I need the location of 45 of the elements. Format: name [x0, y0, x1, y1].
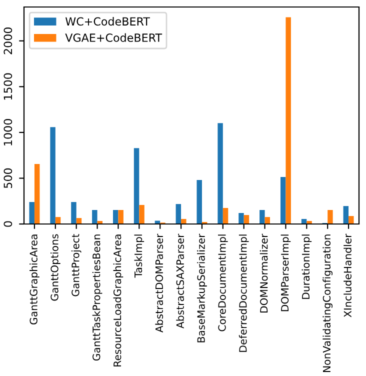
- bar: [218, 123, 223, 224]
- bar: [196, 180, 202, 224]
- x-tick-label: DOMNormalizer: [260, 234, 268, 312]
- x-tick-label: CoreDocumentImpl: [218, 234, 228, 332]
- x-tick-label: GanttGraphicArea: [30, 234, 40, 324]
- y-tick-label: 1500: [4, 73, 12, 100]
- bar: [348, 216, 354, 224]
- bar: [222, 208, 228, 224]
- bar: [328, 210, 333, 224]
- x-tick-label: AbstractDOMParser: [155, 234, 164, 332]
- bar: [29, 202, 34, 224]
- bar: [92, 210, 98, 224]
- x-tick-label: AbstractSAXParser: [176, 234, 184, 328]
- bar: [50, 127, 56, 224]
- x-tick-label: TaskImpl: [134, 234, 144, 278]
- bar: [139, 204, 144, 224]
- x-tick-label: XIncludeHandler: [344, 234, 352, 318]
- bar: [244, 215, 250, 224]
- x-tick-label: DOMParserImpl: [280, 234, 291, 312]
- bar: [343, 206, 349, 224]
- bar: [112, 210, 118, 224]
- bar: [71, 202, 76, 224]
- legend-label: WC+CodeBERT: [65, 17, 150, 26]
- bar: [238, 213, 244, 224]
- bar: [280, 177, 286, 224]
- bar: [176, 204, 182, 224]
- bar: [181, 218, 186, 224]
- bar: [260, 210, 265, 224]
- x-tick-label: BaseMarkupSerializer: [197, 234, 207, 342]
- x-tick-label: DeferredDocumentImpl: [238, 234, 249, 352]
- bar: [118, 210, 124, 224]
- x-tick-label: GanttTaskPropertiesBean: [92, 234, 102, 361]
- y-tick-label: 2000: [4, 27, 12, 54]
- x-tick-label: GanttOptions: [50, 234, 60, 301]
- x-tick-label: ResourceLoadGraphicArea: [113, 234, 124, 366]
- x-tick-label: NonValidatingConfiguration: [322, 234, 332, 372]
- x-tick-label: DurationImpl: [302, 234, 312, 299]
- bar: [34, 164, 40, 224]
- legend-label: VGAE+CodeBERT: [65, 33, 162, 42]
- x-tick-label: GanttProject: [71, 234, 82, 296]
- bar: [134, 148, 140, 224]
- bar: [286, 17, 291, 224]
- y-tick-label: 500: [4, 168, 12, 188]
- y-tick-label: 1000: [4, 119, 12, 146]
- y-tick-label: 0: [4, 221, 12, 227]
